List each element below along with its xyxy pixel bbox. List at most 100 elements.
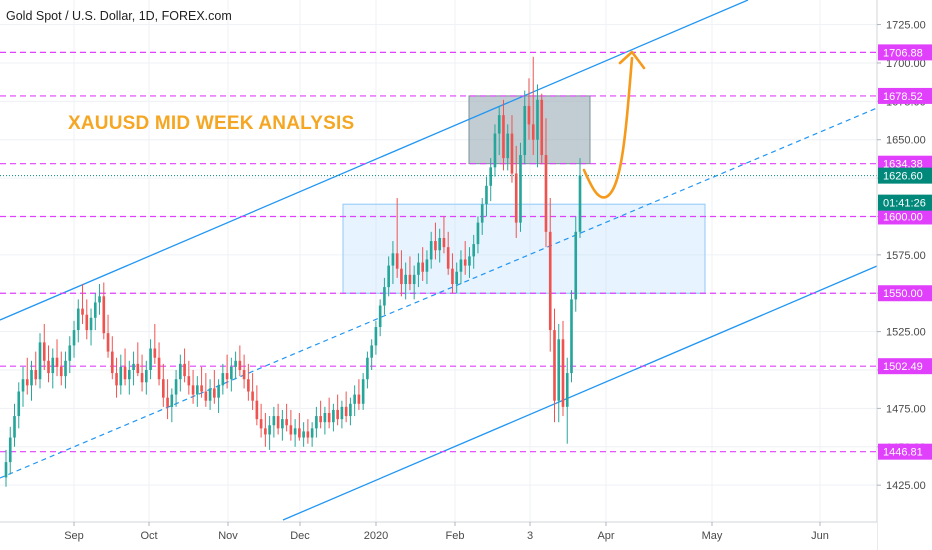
candle: [531, 56, 535, 156]
candle: [123, 348, 127, 386]
candle-body: [200, 385, 203, 392]
candle: [578, 158, 582, 238]
candle: [196, 376, 199, 407]
candle-body: [544, 155, 548, 232]
candle: [8, 426, 12, 475]
candle: [527, 78, 531, 140]
candle: [366, 351, 369, 389]
level-price-tag-bg[interactable]: [878, 87, 932, 104]
candle: [115, 357, 118, 398]
candle: [4, 449, 8, 487]
time-axis[interactable]: Sep Oct Nov Dec 2020 Feb 3 Apr May Jun: [0, 521, 877, 550]
candle: [191, 370, 195, 404]
level-price-tag-bg[interactable]: [878, 208, 932, 225]
candle-body: [25, 379, 29, 386]
candle: [510, 115, 514, 183]
candle-body: [349, 403, 352, 417]
candlestick-series: [4, 56, 582, 487]
candle: [59, 351, 63, 386]
current-price-tag-bg[interactable]: [878, 167, 932, 184]
time-tick-label: Dec: [290, 530, 310, 542]
candle: [234, 351, 237, 380]
candle: [149, 339, 152, 380]
candle: [132, 351, 135, 386]
candle-body: [281, 419, 284, 429]
price-zones: [342, 95, 706, 294]
channel-lines[interactable]: [0, 0, 878, 521]
candle-body: [323, 412, 327, 423]
level-price-tag[interactable]: 1446.81: [883, 447, 923, 459]
candle: [425, 250, 429, 285]
level-price-tag-bg[interactable]: [878, 285, 932, 302]
candle: [170, 388, 174, 423]
current-price-tag[interactable]: 1626.60: [883, 171, 923, 183]
channel-mid-line[interactable]: [0, 107, 878, 479]
candle: [204, 373, 208, 407]
candle-body: [149, 348, 152, 371]
candle: [574, 216, 578, 312]
candle-body: [327, 412, 331, 423]
candle: [344, 391, 348, 423]
candle-body: [353, 394, 356, 404]
projection-arrow-head[interactable]: [618, 50, 646, 70]
level-price-tag[interactable]: 1600.00: [883, 211, 923, 223]
candle: [340, 400, 344, 429]
candle-body: [476, 222, 480, 245]
candle-body: [234, 360, 237, 367]
candle-body: [55, 357, 59, 367]
candle-body: [289, 425, 293, 435]
level-price-tag[interactable]: 1502.49: [883, 361, 923, 373]
candle-body: [404, 274, 407, 285]
candle: [302, 422, 305, 447]
candle-body: [255, 400, 259, 420]
channel-upper-line[interactable]: [0, 0, 749, 321]
projection-arrow[interactable]: [582, 50, 646, 199]
candle: [81, 284, 84, 324]
horizontal-levels[interactable]: [0, 51, 877, 453]
time-tick-label: May: [702, 530, 723, 542]
candle-body: [34, 370, 38, 380]
candle-body: [259, 419, 263, 429]
candle-body: [166, 397, 169, 407]
candle: [259, 403, 263, 438]
candle-body: [170, 394, 174, 407]
candle: [85, 299, 89, 340]
level-price-tag[interactable]: 1706.88: [883, 47, 923, 59]
candle: [429, 231, 433, 269]
candle-body: [64, 360, 67, 377]
candle-body: [340, 406, 344, 420]
candle: [557, 323, 561, 423]
candle-body: [59, 366, 63, 377]
candle: [404, 262, 407, 300]
candle-body: [425, 259, 429, 272]
candle-body: [383, 287, 386, 306]
level-price-tag[interactable]: 1550.00: [883, 288, 923, 300]
price-tick-label: 1650.00: [886, 135, 926, 147]
candle-body: [213, 388, 216, 398]
analysis-title: XAUUSD MID WEEK ANALYSIS: [68, 113, 355, 134]
candle: [34, 351, 38, 386]
candle-body: [272, 416, 276, 426]
candle: [298, 412, 301, 441]
channel-lower-line[interactable]: [282, 265, 878, 521]
projection-arrow-path[interactable]: [582, 56, 634, 199]
time-tick-label: Nov: [218, 530, 238, 542]
candle-body: [76, 308, 80, 331]
time-tick-label: Jun: [811, 530, 829, 542]
candle-body: [565, 373, 569, 407]
level-price-tag[interactable]: 1678.52: [883, 91, 923, 103]
price-axis[interactable]: 1425.001450.001475.001500.001525.001550.…: [876, 0, 932, 550]
candle: [519, 142, 522, 232]
candle-body: [493, 133, 497, 168]
candle-body: [412, 274, 416, 285]
level-price-tag-bg[interactable]: [878, 44, 932, 61]
candle-body: [557, 339, 561, 401]
level-price-tag-bg[interactable]: [878, 358, 932, 375]
candle-body: [187, 376, 191, 386]
support-zone: [342, 203, 706, 294]
candle: [251, 373, 254, 410]
level-price-tag-bg[interactable]: [878, 443, 932, 460]
candle-body: [315, 416, 318, 429]
symbol-title: Gold Spot / U.S. Dollar, 1D, FOREX.com: [6, 9, 232, 23]
